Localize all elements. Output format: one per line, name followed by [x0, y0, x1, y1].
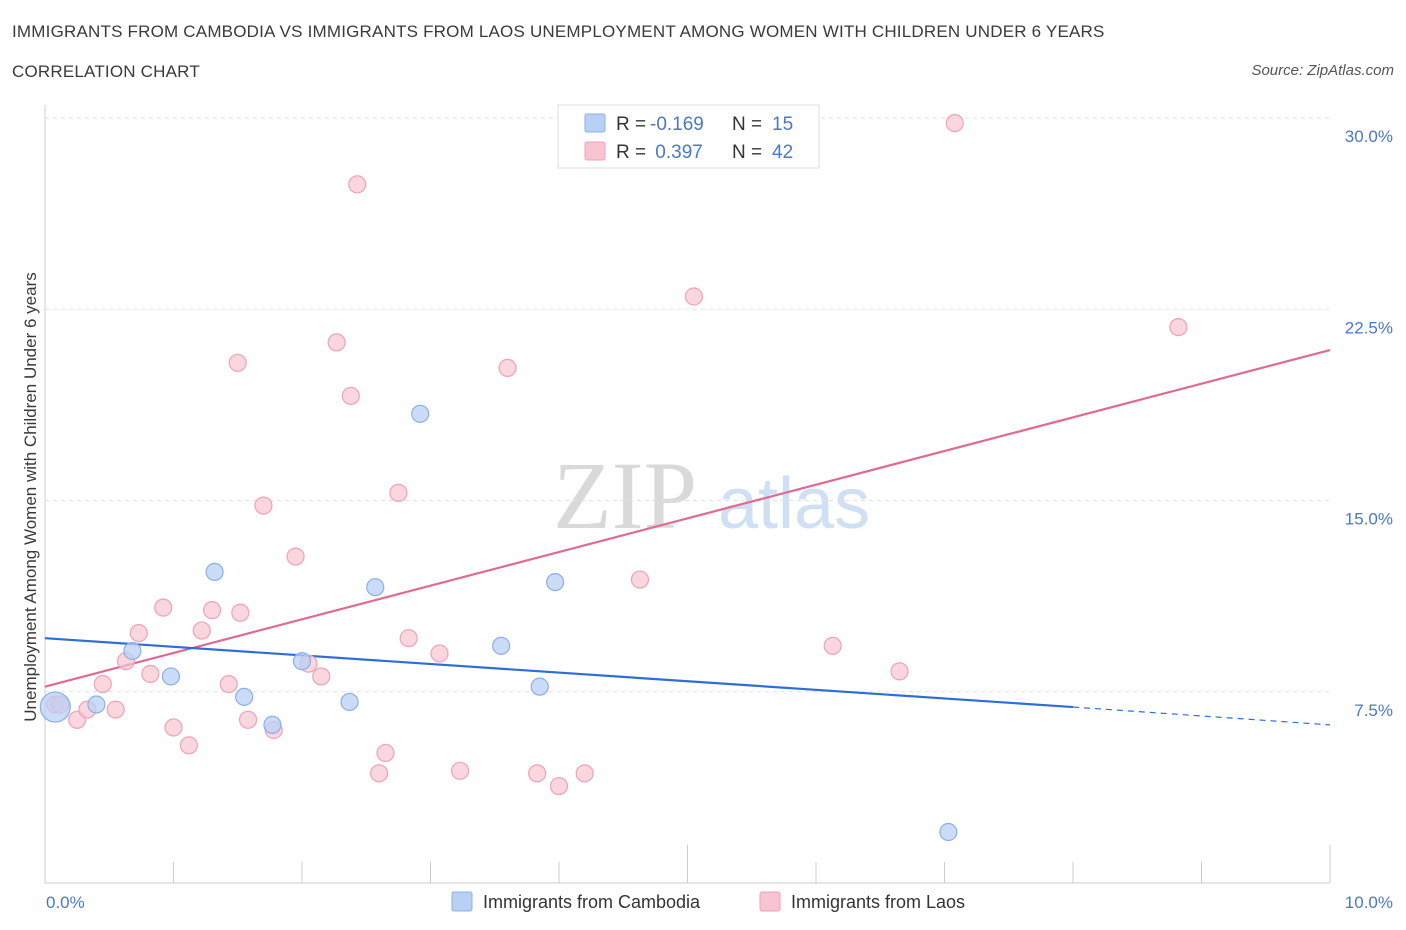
laos-point-11 — [179, 736, 199, 755]
laos-point-4 — [93, 674, 112, 694]
laos-point-18 — [254, 496, 273, 515]
legend-n-value-laos: 42 — [772, 142, 793, 163]
laos-point-37 — [684, 287, 704, 306]
legend-n-value-cambodia: 15 — [772, 114, 793, 135]
laos-point-39 — [890, 662, 909, 681]
laos-point-38 — [823, 636, 842, 655]
cambodia-point-7 — [292, 652, 312, 671]
laos-point-30 — [430, 644, 449, 663]
x-tick-label-1: 10.0% — [1345, 893, 1393, 912]
cambodia-point-2 — [123, 641, 142, 661]
laos-point-31 — [450, 761, 470, 780]
y-tick-label-2: 22.5% — [1345, 318, 1393, 337]
laos-point-34 — [549, 776, 569, 796]
laos-point-8 — [141, 664, 160, 684]
legend-swatch-cambodia — [584, 113, 606, 133]
laos-point-5 — [106, 700, 125, 719]
source-credit: Source: ZipAtlas.com — [1251, 62, 1394, 79]
laos-point-41 — [1169, 318, 1188, 337]
trend-lines — [44, 348, 1331, 726]
laos-point-35 — [575, 764, 594, 783]
x-tick-label-0: 0.0% — [46, 893, 85, 912]
cambodia-point-3 — [161, 667, 181, 686]
axes — [44, 105, 1331, 884]
laos-point-40 — [945, 113, 964, 133]
laos-point-15 — [228, 353, 247, 372]
cambodia-point-14 — [939, 822, 958, 842]
y-tick-label-1: 15.0% — [1345, 510, 1393, 529]
laos-point-23 — [327, 333, 346, 352]
cambodia-point-6 — [263, 715, 282, 735]
legend-r-value-laos: 0.397 — [650, 142, 703, 163]
laos-point-9 — [154, 598, 173, 617]
laos-point-14 — [219, 674, 238, 694]
laos-trend-line — [44, 348, 1331, 688]
laos-point-13 — [202, 601, 222, 620]
laos-point-17 — [238, 710, 258, 729]
y-tick-label-0: 7.5% — [1354, 701, 1393, 720]
cambodia-point-8 — [340, 692, 359, 712]
laos-point-7 — [129, 623, 148, 643]
laos-point-36 — [630, 570, 650, 589]
laos-point-27 — [376, 743, 395, 763]
legend-swatch-laos — [584, 141, 606, 161]
legend-n-label-cambodia: N = — [732, 114, 762, 135]
chart-title: IMMIGRANTS FROM CAMBODIA VS IMMIGRANTS F… — [12, 22, 1105, 41]
y-tick-label-3: 30.0% — [1345, 127, 1393, 146]
correlation-legend: R = -0.169 N = 15 R = 0.397 N = 42 — [557, 104, 820, 169]
series-legend-label-cambodia: Immigrants from Cambodia — [483, 892, 701, 912]
laos-point-28 — [389, 483, 408, 502]
y-axis-label: Unemployment Among Women with Children U… — [21, 272, 40, 721]
series-legend-label-laos: Immigrants from Laos — [791, 892, 965, 912]
laos-point-29 — [399, 629, 418, 648]
x-tick-labels: 0.0% 10.0% — [46, 893, 1393, 912]
y-tick-labels: 7.5% 15.0% 22.5% 30.0% — [1345, 127, 1393, 720]
laos-point-33 — [528, 764, 547, 783]
cambodia-point-0 — [39, 691, 71, 723]
cambodia-point-4 — [205, 562, 224, 582]
cambodia-trend-line — [44, 637, 1074, 709]
laos-point-10 — [164, 718, 183, 737]
chart-subtitle: CORRELATION CHART — [12, 62, 200, 81]
cambodia-point-1 — [87, 695, 106, 714]
legend-r-label-cambodia: R = — [616, 114, 646, 135]
series-legend-swatch-laos — [759, 891, 781, 912]
cambodia-point-13 — [546, 572, 565, 592]
laos-point-25 — [348, 175, 367, 194]
laos-point-32 — [498, 358, 517, 377]
cambodia-point-9 — [366, 578, 385, 597]
laos-point-16 — [231, 603, 250, 622]
cambodia-point-11 — [492, 636, 511, 655]
series-legend-swatch-cambodia — [451, 891, 473, 912]
laos-point-26 — [370, 764, 389, 783]
legend-r-label-laos: R = — [616, 142, 646, 163]
cambodia-point-5 — [235, 687, 254, 706]
laos-point-20 — [286, 547, 305, 566]
cambodia-trend-extension — [1072, 706, 1331, 726]
cambodia-point-10 — [411, 404, 430, 423]
cambodia-point-12 — [530, 677, 549, 696]
series-legend: Immigrants from Cambodia Immigrants from… — [451, 891, 965, 912]
laos-point-12 — [192, 621, 211, 640]
watermark-zip: ZIP — [553, 442, 697, 549]
laos-point-22 — [312, 667, 331, 686]
data-points — [39, 113, 1188, 842]
laos-point-24 — [341, 386, 360, 406]
legend-r-value-cambodia: -0.169 — [650, 114, 704, 135]
legend-n-label-laos: N = — [732, 142, 762, 163]
